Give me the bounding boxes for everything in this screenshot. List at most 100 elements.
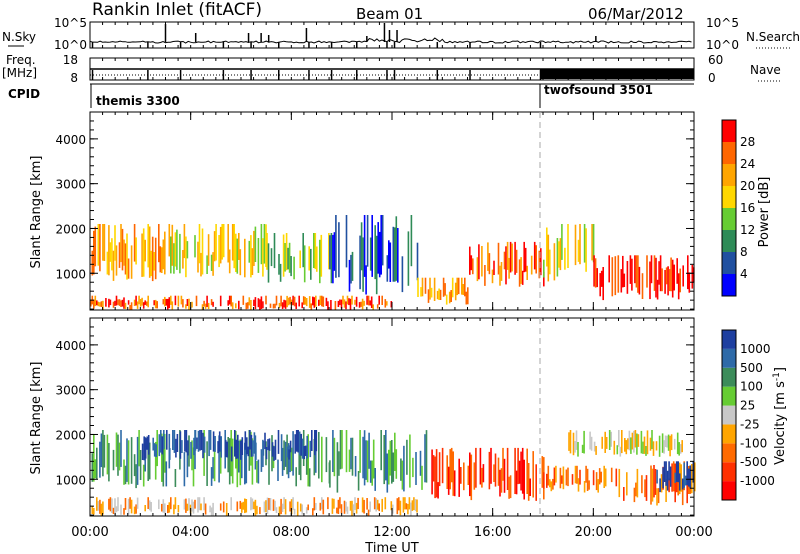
power-cell — [375, 235, 378, 295]
power-cell — [102, 224, 104, 261]
velocity-cell — [307, 434, 309, 487]
freq-tick-top: 18 — [63, 53, 78, 67]
power-cell — [319, 239, 321, 284]
power-cell — [540, 248, 542, 276]
power-cell — [376, 304, 379, 309]
power-cell — [171, 301, 174, 310]
velocity-cell — [181, 440, 183, 453]
power-cell — [242, 295, 245, 305]
power-cell — [170, 236, 172, 274]
velocity-cell — [357, 497, 359, 510]
velocity-scale-tick: 100 — [740, 380, 763, 394]
velocity-cell — [187, 440, 189, 456]
velocity-cell — [662, 467, 664, 489]
power-cell — [115, 245, 118, 276]
power-cell — [623, 273, 626, 287]
power-cell — [371, 215, 373, 277]
power-cell — [506, 241, 509, 270]
velocity-cell — [373, 497, 376, 510]
velocity-cell — [165, 461, 168, 487]
power-cell — [378, 295, 380, 305]
velocity-cell — [130, 499, 133, 514]
velocity-cell — [452, 451, 454, 496]
velocity-cell — [292, 431, 294, 476]
velocity-cell — [509, 475, 512, 499]
velocity-cluster-6 — [568, 430, 683, 457]
power-cell — [142, 302, 145, 309]
velocity-cell — [362, 436, 364, 479]
power-cell — [328, 233, 330, 270]
time-axis-label: Time UT — [364, 541, 418, 554]
power-cell — [272, 303, 275, 309]
velocity-cell — [562, 466, 565, 490]
power-cell — [631, 258, 633, 291]
power-cell — [335, 215, 337, 278]
velocity-cell — [604, 431, 606, 453]
power-cell — [649, 261, 651, 300]
power-colorbar: 4 8 12 16 20 24 28 — [721, 119, 755, 297]
velocity-cell — [374, 468, 376, 491]
velocity-cell — [163, 430, 165, 450]
power-cell — [154, 237, 157, 280]
velocity-cell — [499, 469, 501, 497]
velocity-scale-label-sup: -1 — [772, 372, 782, 381]
velocity-cell — [244, 442, 246, 485]
power-cell — [417, 277, 419, 297]
power-cell — [691, 264, 694, 289]
power-cell — [227, 300, 229, 306]
power-cell — [319, 295, 322, 305]
power-cell — [250, 235, 252, 278]
power-cell — [273, 233, 276, 269]
power-cell — [369, 237, 372, 271]
freq-tick-bottom: 8 — [70, 71, 78, 85]
velocity-cell — [341, 430, 343, 469]
power-cell — [259, 299, 261, 310]
velocity-cell — [130, 437, 133, 484]
velocity-cell — [605, 437, 608, 449]
velocity-cell — [532, 451, 534, 498]
power-cell — [195, 295, 198, 307]
velocity-cell — [470, 454, 473, 501]
velocity-cell — [196, 437, 198, 449]
noise-left-tick-top: 10^5 — [54, 16, 87, 30]
power-cell — [481, 246, 483, 277]
power-cell — [180, 295, 183, 305]
velocity-cell — [365, 440, 367, 480]
power-cell — [260, 224, 263, 265]
power-cell — [171, 224, 174, 266]
power-cell — [384, 299, 387, 308]
power-cell — [558, 241, 560, 268]
power-cell — [138, 295, 140, 305]
power-cell — [487, 242, 489, 271]
velocity-cell — [93, 508, 95, 515]
power-cluster-8 — [90, 295, 393, 310]
power-cell — [254, 297, 257, 310]
velocity-cell — [493, 464, 495, 482]
power-cell — [90, 299, 92, 307]
velocity-cell — [287, 443, 290, 479]
velocity-cell — [173, 504, 175, 515]
velocity-cell — [670, 434, 673, 451]
velocity-cell — [245, 499, 248, 513]
velocity-cell — [494, 453, 497, 487]
power-scale-tick: 28 — [740, 135, 755, 149]
velocity-cell — [219, 449, 222, 474]
velocity-cell — [106, 434, 109, 475]
velocity-cell — [381, 498, 383, 512]
power-cell — [186, 299, 189, 306]
velocity-cell — [661, 433, 664, 453]
velocity-cell — [547, 465, 550, 486]
velocity-cell — [312, 508, 314, 516]
power-scale-swatch — [722, 142, 736, 164]
power-cell — [313, 297, 316, 308]
power-scale-swatch — [722, 120, 736, 142]
power-cell — [664, 270, 666, 294]
velocity-cell — [366, 498, 368, 510]
velocity-cell — [681, 481, 684, 506]
power-cell — [245, 302, 248, 310]
power-cell — [269, 303, 272, 308]
velocity-cell — [688, 468, 690, 487]
power-cell — [218, 235, 220, 268]
velocity-cell — [268, 445, 270, 485]
power-scale-tick: 8 — [740, 245, 748, 259]
